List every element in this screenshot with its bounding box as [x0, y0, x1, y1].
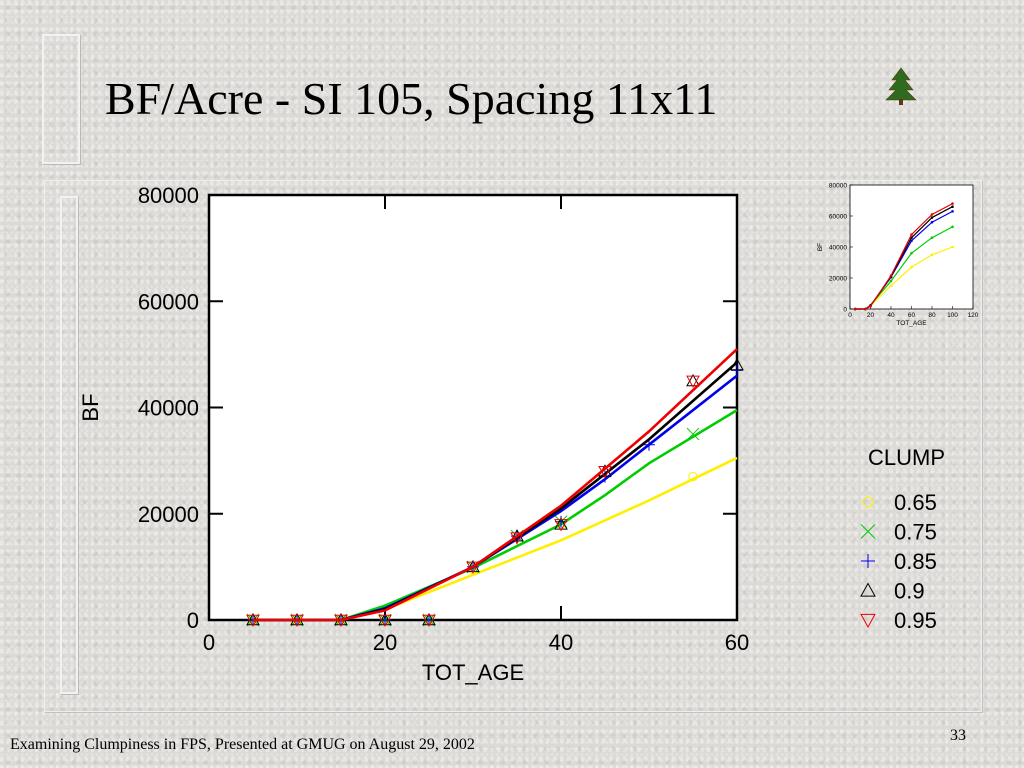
inset-data-point	[930, 236, 934, 239]
x-tick-label: 40	[549, 630, 573, 655]
y-axis-label: BF	[78, 393, 103, 421]
data-point	[554, 519, 568, 532]
legend-label: 0.9	[894, 579, 925, 604]
inset-data-point	[951, 210, 954, 213]
inset-y-tick-label: 60000	[829, 214, 847, 221]
inset-x-tick-label: 80	[928, 312, 936, 319]
x-tick-label: 60	[725, 630, 749, 655]
inset-data-point	[930, 213, 934, 216]
inset-data-point	[930, 220, 934, 224]
y-tick-label: 0	[187, 608, 199, 633]
data-point	[423, 614, 435, 626]
page-number: 33	[950, 727, 966, 744]
y-tick-label: 80000	[138, 183, 199, 208]
decorative-bar-left	[60, 196, 78, 694]
chart-panel	[44, 180, 982, 712]
inset-data-point	[889, 274, 893, 277]
series-line	[253, 348, 738, 622]
inset-data-point	[951, 205, 954, 208]
legend-label: 0.95	[894, 608, 937, 633]
inset-data-point	[951, 245, 954, 249]
inset-data-point	[853, 307, 857, 311]
inset-x-tick-label: 20	[867, 312, 875, 319]
inset-x-tick-label: 0	[848, 312, 852, 319]
data-point	[422, 614, 436, 628]
inset-data-point	[930, 253, 934, 257]
y-tick-label: 40000	[138, 396, 199, 421]
plot-area	[207, 193, 739, 622]
inset-data-point	[910, 233, 913, 236]
inset-chart: 0 20 40 60 80 100 120 0 20000 40000 60000 80000 TOT_…	[817, 183, 979, 328]
data-point	[378, 614, 392, 628]
legend-title: CLUMP	[868, 445, 945, 470]
data-point	[731, 364, 743, 377]
inset-data-point	[889, 284, 893, 288]
legend-label: 0.75	[894, 520, 937, 545]
inset-x-tick-label: 40	[887, 312, 895, 319]
inset-y-tick-label: 20000	[829, 276, 847, 283]
y-tick-label: 20000	[138, 502, 199, 527]
data-point	[554, 517, 568, 530]
slide-footer: Examining Clumpiness in FPS, Presented a…	[10, 736, 475, 753]
y-tick-label: 60000	[138, 289, 199, 314]
legend-marker	[861, 554, 875, 568]
data-point	[686, 373, 700, 387]
inset-x-axis-label: TOT_AGE	[896, 320, 927, 327]
inset-x-tick-label: 60	[908, 312, 916, 319]
inset-y-tick-label: 0	[843, 307, 847, 314]
data-point	[378, 612, 392, 626]
pine-tree-icon	[884, 66, 918, 111]
slide-title: BF/Acre - SI 105, Spacing 11x11	[105, 73, 718, 124]
inset-data-point	[951, 202, 954, 205]
data-point	[422, 612, 436, 626]
inset-data-point	[864, 307, 867, 311]
inset-y-tick-label: 80000	[829, 183, 847, 190]
decorative-bar-top	[42, 34, 80, 164]
x-axis-label: TOT_AGE	[422, 660, 524, 685]
legend-marker	[860, 582, 876, 597]
legend-label: 0.65	[894, 490, 937, 515]
x-tick-label: 20	[373, 630, 397, 655]
inset-data-point	[910, 265, 913, 269]
inset-y-tick-label: 40000	[829, 245, 847, 252]
inset-y-axis-label: BF	[817, 243, 824, 251]
inset-plot-area	[849, 184, 974, 310]
legend-marker	[860, 524, 876, 539]
inset-data-point	[869, 304, 872, 308]
legend-marker	[860, 613, 876, 629]
inset-data-point	[910, 251, 913, 255]
series-0-95	[246, 348, 738, 628]
inset-data-point	[930, 216, 934, 219]
inset-x-tick-label: 100	[947, 312, 958, 319]
data-point	[379, 614, 391, 626]
inset-x-tick-label: 120	[968, 312, 979, 319]
legend-marker	[862, 496, 874, 508]
legend-label: 0.85	[894, 549, 937, 574]
inset-data-point	[951, 225, 954, 229]
x-tick-label: 0	[203, 630, 215, 655]
data-point	[686, 375, 700, 388]
inset-data-point	[889, 279, 893, 283]
